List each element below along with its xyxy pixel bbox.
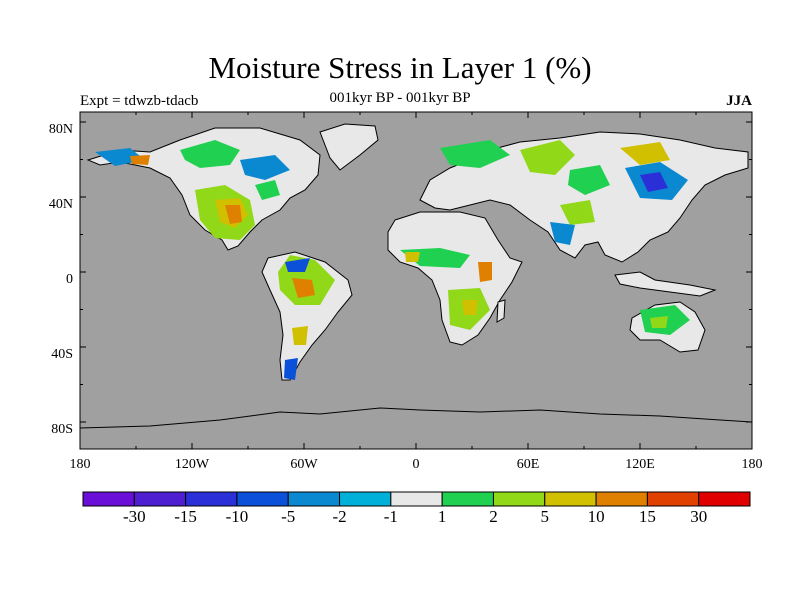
chart-subtitle: 001kyr BP - 001kyr BP <box>329 90 471 106</box>
y-tick-label: 40N <box>48 197 73 212</box>
colorbar-label: -30 <box>122 507 146 526</box>
anomaly-patch <box>240 155 290 180</box>
y-tick-label: 80S <box>51 422 73 437</box>
madagascar <box>496 299 506 323</box>
anomaly-patch <box>405 252 420 262</box>
anomaly-patch <box>292 278 315 298</box>
anomaly-patch <box>284 358 298 380</box>
colorbar-label: 15 <box>638 507 656 526</box>
colorbar-swatch <box>236 491 289 507</box>
colorbar-swatch <box>82 491 135 507</box>
colorbar-swatch <box>185 491 238 507</box>
anomaly-patch <box>255 180 280 200</box>
eurasia <box>419 131 749 263</box>
anomaly-patch <box>550 222 575 245</box>
x-tick-label: 180 <box>741 457 763 472</box>
colorbar-label: 5 <box>540 507 550 526</box>
colorbar-swatch <box>441 491 494 507</box>
anomaly-patch <box>440 140 510 168</box>
y-tick-label: 40S <box>51 347 73 362</box>
anomaly-patch <box>285 258 310 272</box>
x-tick-label: 120W <box>174 457 210 472</box>
colorbar-label: -15 <box>174 507 197 526</box>
x-tick-label: 180 <box>69 457 91 472</box>
anomaly-patch <box>640 172 668 192</box>
colorbar-swatch <box>698 491 751 507</box>
colorbar-label: -2 <box>332 507 347 526</box>
antarctica-coastline <box>79 407 753 429</box>
colorbar-label: 10 <box>587 507 605 526</box>
anomaly-patch <box>462 300 478 315</box>
southeast-asia-islands <box>614 271 717 297</box>
colorbar-swatch <box>646 491 700 507</box>
anomaly-patch <box>620 142 670 165</box>
anomaly-patch <box>520 140 575 175</box>
y-tick-label: 80N <box>48 122 73 137</box>
colorbar <box>82 491 751 507</box>
anomaly-patch <box>560 200 595 225</box>
season-label: JJA <box>726 93 752 109</box>
colorbar-swatch <box>339 491 392 507</box>
greenland <box>319 123 379 171</box>
anomaly-patch <box>225 205 242 224</box>
colorbar-label: 1 <box>437 507 447 526</box>
chart-title: Moisture Stress in Layer 1 (%) <box>208 50 592 85</box>
colorbar-swatch <box>390 491 443 507</box>
colorbar-swatch <box>133 491 187 507</box>
x-tick-label: 120E <box>625 457 655 472</box>
x-tick-label: 0 <box>412 457 420 472</box>
anomaly-patch <box>180 140 240 168</box>
colorbar-swatch <box>492 491 546 507</box>
anomaly-patch <box>478 262 492 282</box>
experiment-label: Expt = tdwzb-tdacb <box>80 93 199 109</box>
anomaly-patch <box>650 316 668 328</box>
colorbar-swatch <box>544 491 597 507</box>
x-tick-label: 60E <box>516 457 540 472</box>
africa <box>387 211 523 346</box>
colorbar-label: 2 <box>489 507 498 526</box>
x-tick-label: 60W <box>290 457 318 472</box>
y-tick-label: 0 <box>66 272 73 287</box>
anomaly-patch <box>292 326 308 345</box>
colorbar-label: -5 <box>281 507 296 526</box>
anomaly-patch <box>568 165 610 195</box>
colorbar-label: -1 <box>383 507 398 526</box>
colorbar-swatch <box>595 491 648 507</box>
colorbar-label: 30 <box>690 507 708 526</box>
anomaly-patches <box>95 140 690 380</box>
colorbar-label: -10 <box>225 507 249 526</box>
anomaly-patch <box>130 155 150 165</box>
colorbar-swatch <box>287 491 341 507</box>
axis-ticks <box>79 112 753 449</box>
